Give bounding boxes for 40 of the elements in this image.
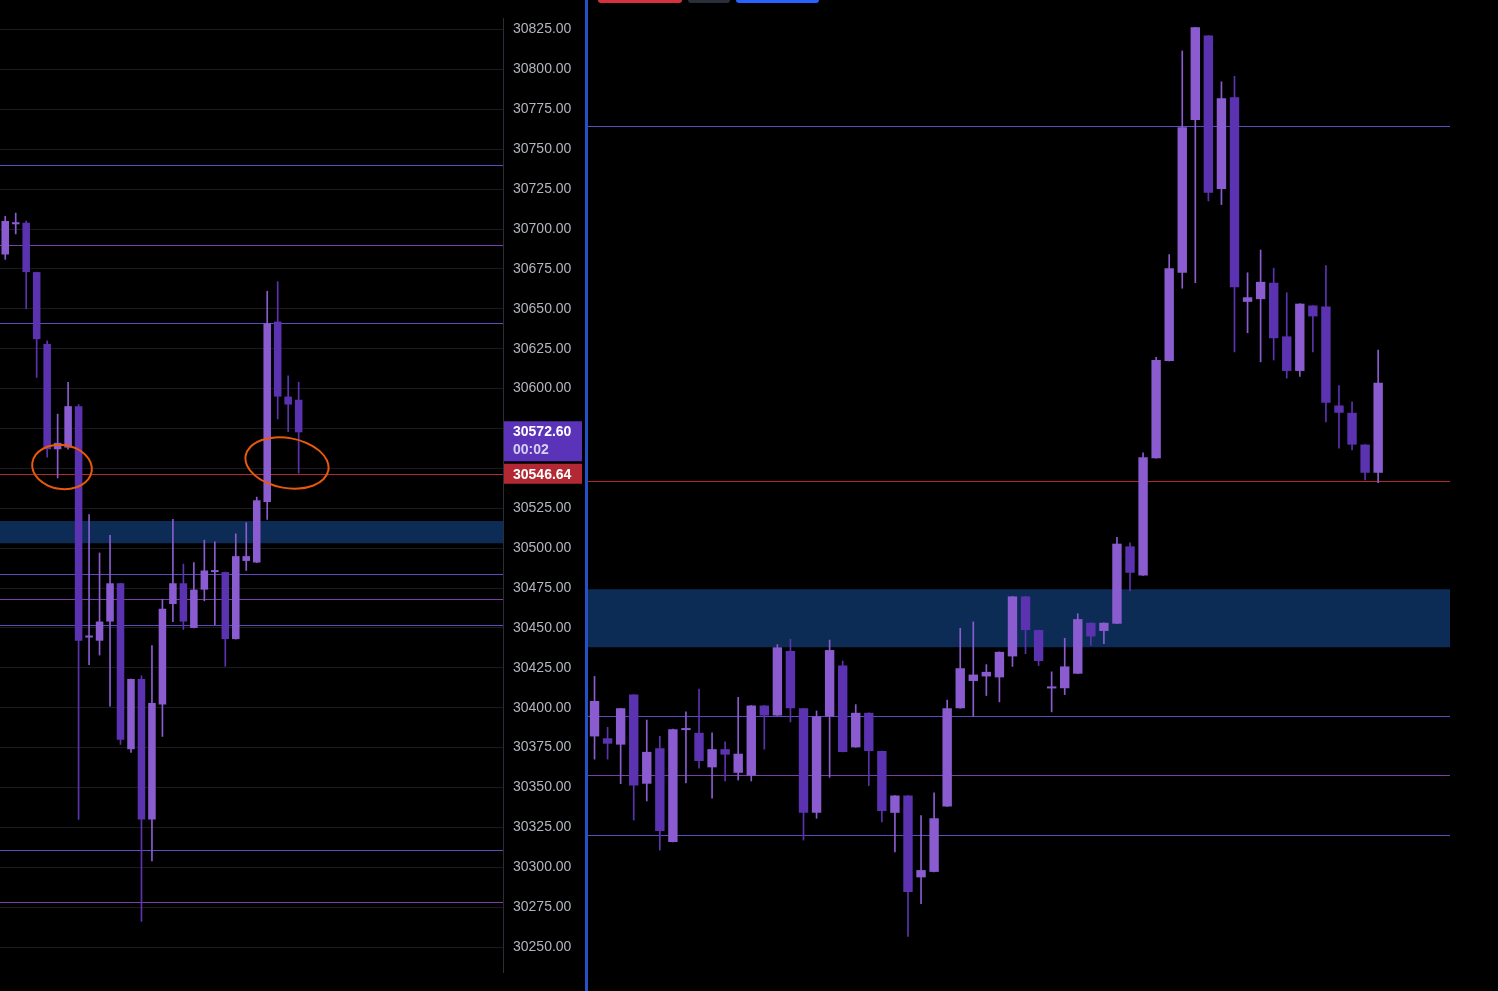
y-tick-label: 30650.00 xyxy=(513,299,572,316)
candlestick xyxy=(759,705,770,750)
y-tick-label: 30675.00 xyxy=(513,259,572,276)
y-tick-label: 30450.00 xyxy=(513,618,572,635)
candlestick xyxy=(1308,305,1318,353)
y-tick-label: 30625.00 xyxy=(513,339,572,356)
candlestick xyxy=(284,375,292,432)
candlestick xyxy=(720,741,730,782)
y-tick-label: 30725.00 xyxy=(513,179,572,196)
candlestick xyxy=(106,535,114,707)
y-tick-label: 30375.00 xyxy=(513,738,572,755)
candlestick xyxy=(85,514,93,665)
candlestick xyxy=(242,522,251,571)
y-tick-label: 30500.00 xyxy=(513,539,572,556)
y-tick-label: 30275.00 xyxy=(513,898,572,915)
y-tick-label: 30400.00 xyxy=(513,698,572,715)
y-tick-label: 30600.00 xyxy=(513,379,572,396)
y-tick-label: 30775.00 xyxy=(513,100,572,117)
candlestick xyxy=(11,212,20,235)
candlestick xyxy=(916,815,926,905)
candlestick xyxy=(1334,385,1344,449)
text: 30572.60 xyxy=(513,423,572,440)
candlestick xyxy=(733,697,743,781)
y-tick-label: 30325.00 xyxy=(513,818,572,835)
ref-line-label: 30546.64 xyxy=(513,465,572,482)
candlestick xyxy=(211,541,219,626)
y-tick-label: 30300.00 xyxy=(513,858,572,875)
y-tick-label: 30800.00 xyxy=(513,60,572,77)
y-tick-label: 30750.00 xyxy=(513,140,572,157)
y-tick-label: 30350.00 xyxy=(513,778,572,795)
y-tick-label: 30700.00 xyxy=(513,219,572,236)
y-tick-label: 30525.00 xyxy=(513,499,572,516)
text: 00:02 xyxy=(513,441,550,458)
candlestick xyxy=(681,711,691,784)
y-tick-label: 30250.00 xyxy=(513,937,572,954)
candlestick xyxy=(169,519,177,622)
y-tick-label: 30475.00 xyxy=(513,578,572,595)
y-tick-label: 30825.00 xyxy=(513,20,572,37)
candlestick xyxy=(968,621,978,717)
y-tick-label: 30425.00 xyxy=(513,658,572,675)
